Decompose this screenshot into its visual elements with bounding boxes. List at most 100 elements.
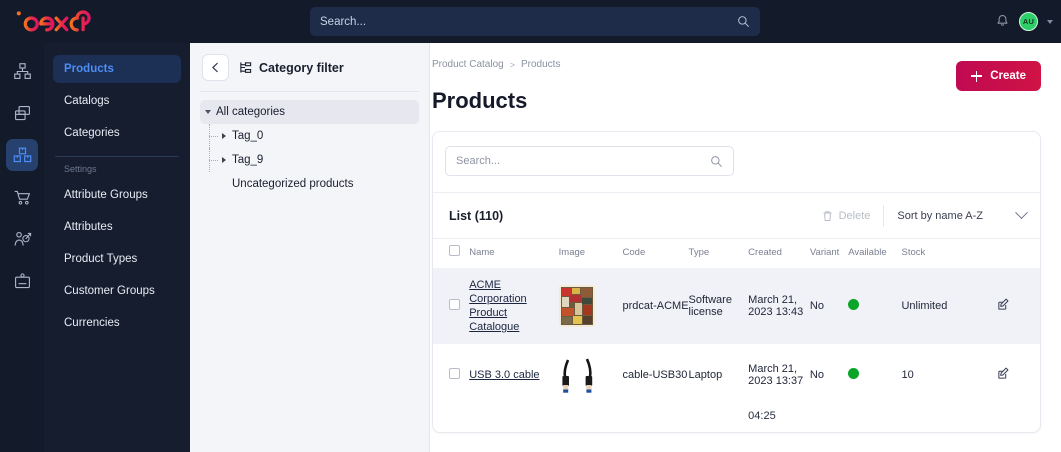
row-checkbox[interactable] [449,368,460,380]
create-button[interactable]: Create [956,61,1041,91]
boxes-icon [13,147,31,162]
tree-item-tag-0[interactable]: Tag_0 [200,124,419,148]
usb-cable-thumbnail [558,354,595,397]
triangle-right-icon [222,157,226,163]
table-row[interactable]: USB 3.0 cable [433,344,1040,406]
sidebar-item-currencies[interactable]: Currencies [53,309,181,337]
main-content: Product Catalog > Products Create Produc… [430,43,1061,452]
column-created[interactable]: Created [748,238,810,268]
tree-item-all-categories[interactable]: All categories [200,100,419,124]
row-actions-cell [997,268,1040,344]
sidebar-item-products[interactable]: Products [53,55,181,83]
product-name-link[interactable]: USB 3.0 cable [469,369,540,382]
back-button[interactable] [202,54,229,81]
column-image[interactable]: Image [558,238,623,268]
row-created-cell: 04:25 [748,410,776,423]
sidebar-item-catalogs[interactable]: Catalogs [53,87,181,115]
rail-item-sitemap[interactable] [6,55,38,87]
tree-item-tag-9[interactable]: Tag_9 [200,148,419,172]
breadcrumb-separator: > [509,59,515,70]
column-name[interactable]: Name [469,238,559,268]
list-count: List (110) [449,208,504,223]
global-search-input[interactable]: Search... [320,15,367,28]
sidebar-item-product-types[interactable]: Product Types [53,245,181,273]
expand-toggle[interactable] [200,110,216,114]
tree-guide-branch [209,160,218,161]
row-stock-cell: Unlimited [901,300,948,313]
column-available[interactable]: Available [848,238,902,268]
delete-label: Delete [838,209,871,222]
category-tree-icon [240,62,252,73]
table-row-partial[interactable]: 04:25 [433,406,1040,432]
row-variant-cell [810,406,848,432]
row-name-cell: ACME Corporation Product Catalogue [469,268,558,344]
target-user-icon [14,231,31,246]
rail-item-orders[interactable] [6,181,38,213]
top-bar: Search... AU [0,0,1061,43]
products-card: Search... List (110) Delete Sort by na [432,131,1041,434]
tree-item-label: All categories [216,106,286,118]
column-stock[interactable]: Stock [901,238,998,268]
avatar[interactable]: AU [1019,12,1038,31]
expand-toggle[interactable] [216,133,232,139]
tree-item-label: Uncategorized products [232,178,354,190]
icon-rail [0,43,44,452]
column-type[interactable]: Type [688,238,749,268]
rail-item-catalogs[interactable] [6,97,38,129]
sort-select[interactable]: Sort by name A-Z [884,206,1028,222]
delete-button[interactable]: Delete [822,204,885,227]
column-variant[interactable]: Variant [809,238,849,268]
search-icon [711,155,722,167]
row-code-cell [623,406,689,432]
products-search-input[interactable]: Search... [456,155,501,167]
table-header-row: Name Image Code Type Created Variant Ava… [433,238,1040,268]
row-stock-cell: 10 [901,369,914,382]
rail-item-customers[interactable] [6,265,38,297]
row-available-cell [848,268,901,344]
bell-icon[interactable] [995,14,1010,29]
row-checkbox[interactable] [449,299,460,311]
sidebar-nav: Products Catalogs Categories Settings At… [44,43,190,452]
sort-label: Sort by name A-Z [897,209,983,222]
product-name-link[interactable]: ACME Corporation Product Catalogue [469,279,527,334]
product-thumbnail [558,285,595,328]
rail-item-marketing[interactable] [6,223,38,255]
category-filter-panel: Category filter All categories Tag_0 [190,43,430,452]
column-code[interactable]: Code [622,238,689,268]
sidebar-item-categories[interactable]: Categories [53,119,181,147]
expand-toggle[interactable] [216,157,232,163]
sidebar-item-label: Attribute Groups [64,189,148,201]
row-actions-cell [997,344,1040,406]
edit-icon[interactable] [997,298,1010,311]
category-filter-divider [200,91,419,92]
layers-icon [14,105,30,120]
tree-guide-branch [209,136,218,137]
products-search-box[interactable]: Search... [445,146,734,176]
row-actions-cell [997,406,1040,432]
ibexa-logo[interactable] [14,8,110,36]
sidebar-section-settings: Settings [64,164,97,174]
rail-item-products[interactable] [6,139,38,171]
row-select-cell [433,268,469,344]
id-card-icon [14,272,30,288]
table-row[interactable]: ACME Corporation Product Catalogue [433,268,1040,345]
tree-item-uncategorized-products[interactable]: Uncategorized products [200,172,419,196]
category-tree: All categories Tag_0 Tag_9 Uncategorized… [190,92,429,196]
sidebar-item-attribute-groups[interactable]: Attribute Groups [53,181,181,209]
select-all-checkbox[interactable] [449,245,460,256]
row-select-cell [433,406,469,432]
category-filter-title-group: Category filter [239,61,344,75]
sidebar-item-label: Customer Groups [64,285,155,297]
row-variant-cell: No [809,369,824,382]
user-menu-chevron-down-icon[interactable] [1047,19,1053,24]
global-search-bar[interactable]: Search... [310,7,760,36]
list-toolbar: List (110) Delete Sort by name A-Z [433,192,1040,238]
sidebar-item-attributes[interactable]: Attributes [53,213,181,241]
row-name-cell: USB 3.0 cable [469,344,558,406]
row-type-cell: Laptop [688,369,723,382]
trash-icon [823,210,832,221]
sidebar-item-customer-groups[interactable]: Customer Groups [53,277,181,305]
breadcrumb-parent[interactable]: Product Catalog [432,59,504,70]
edit-icon[interactable] [997,367,1010,380]
